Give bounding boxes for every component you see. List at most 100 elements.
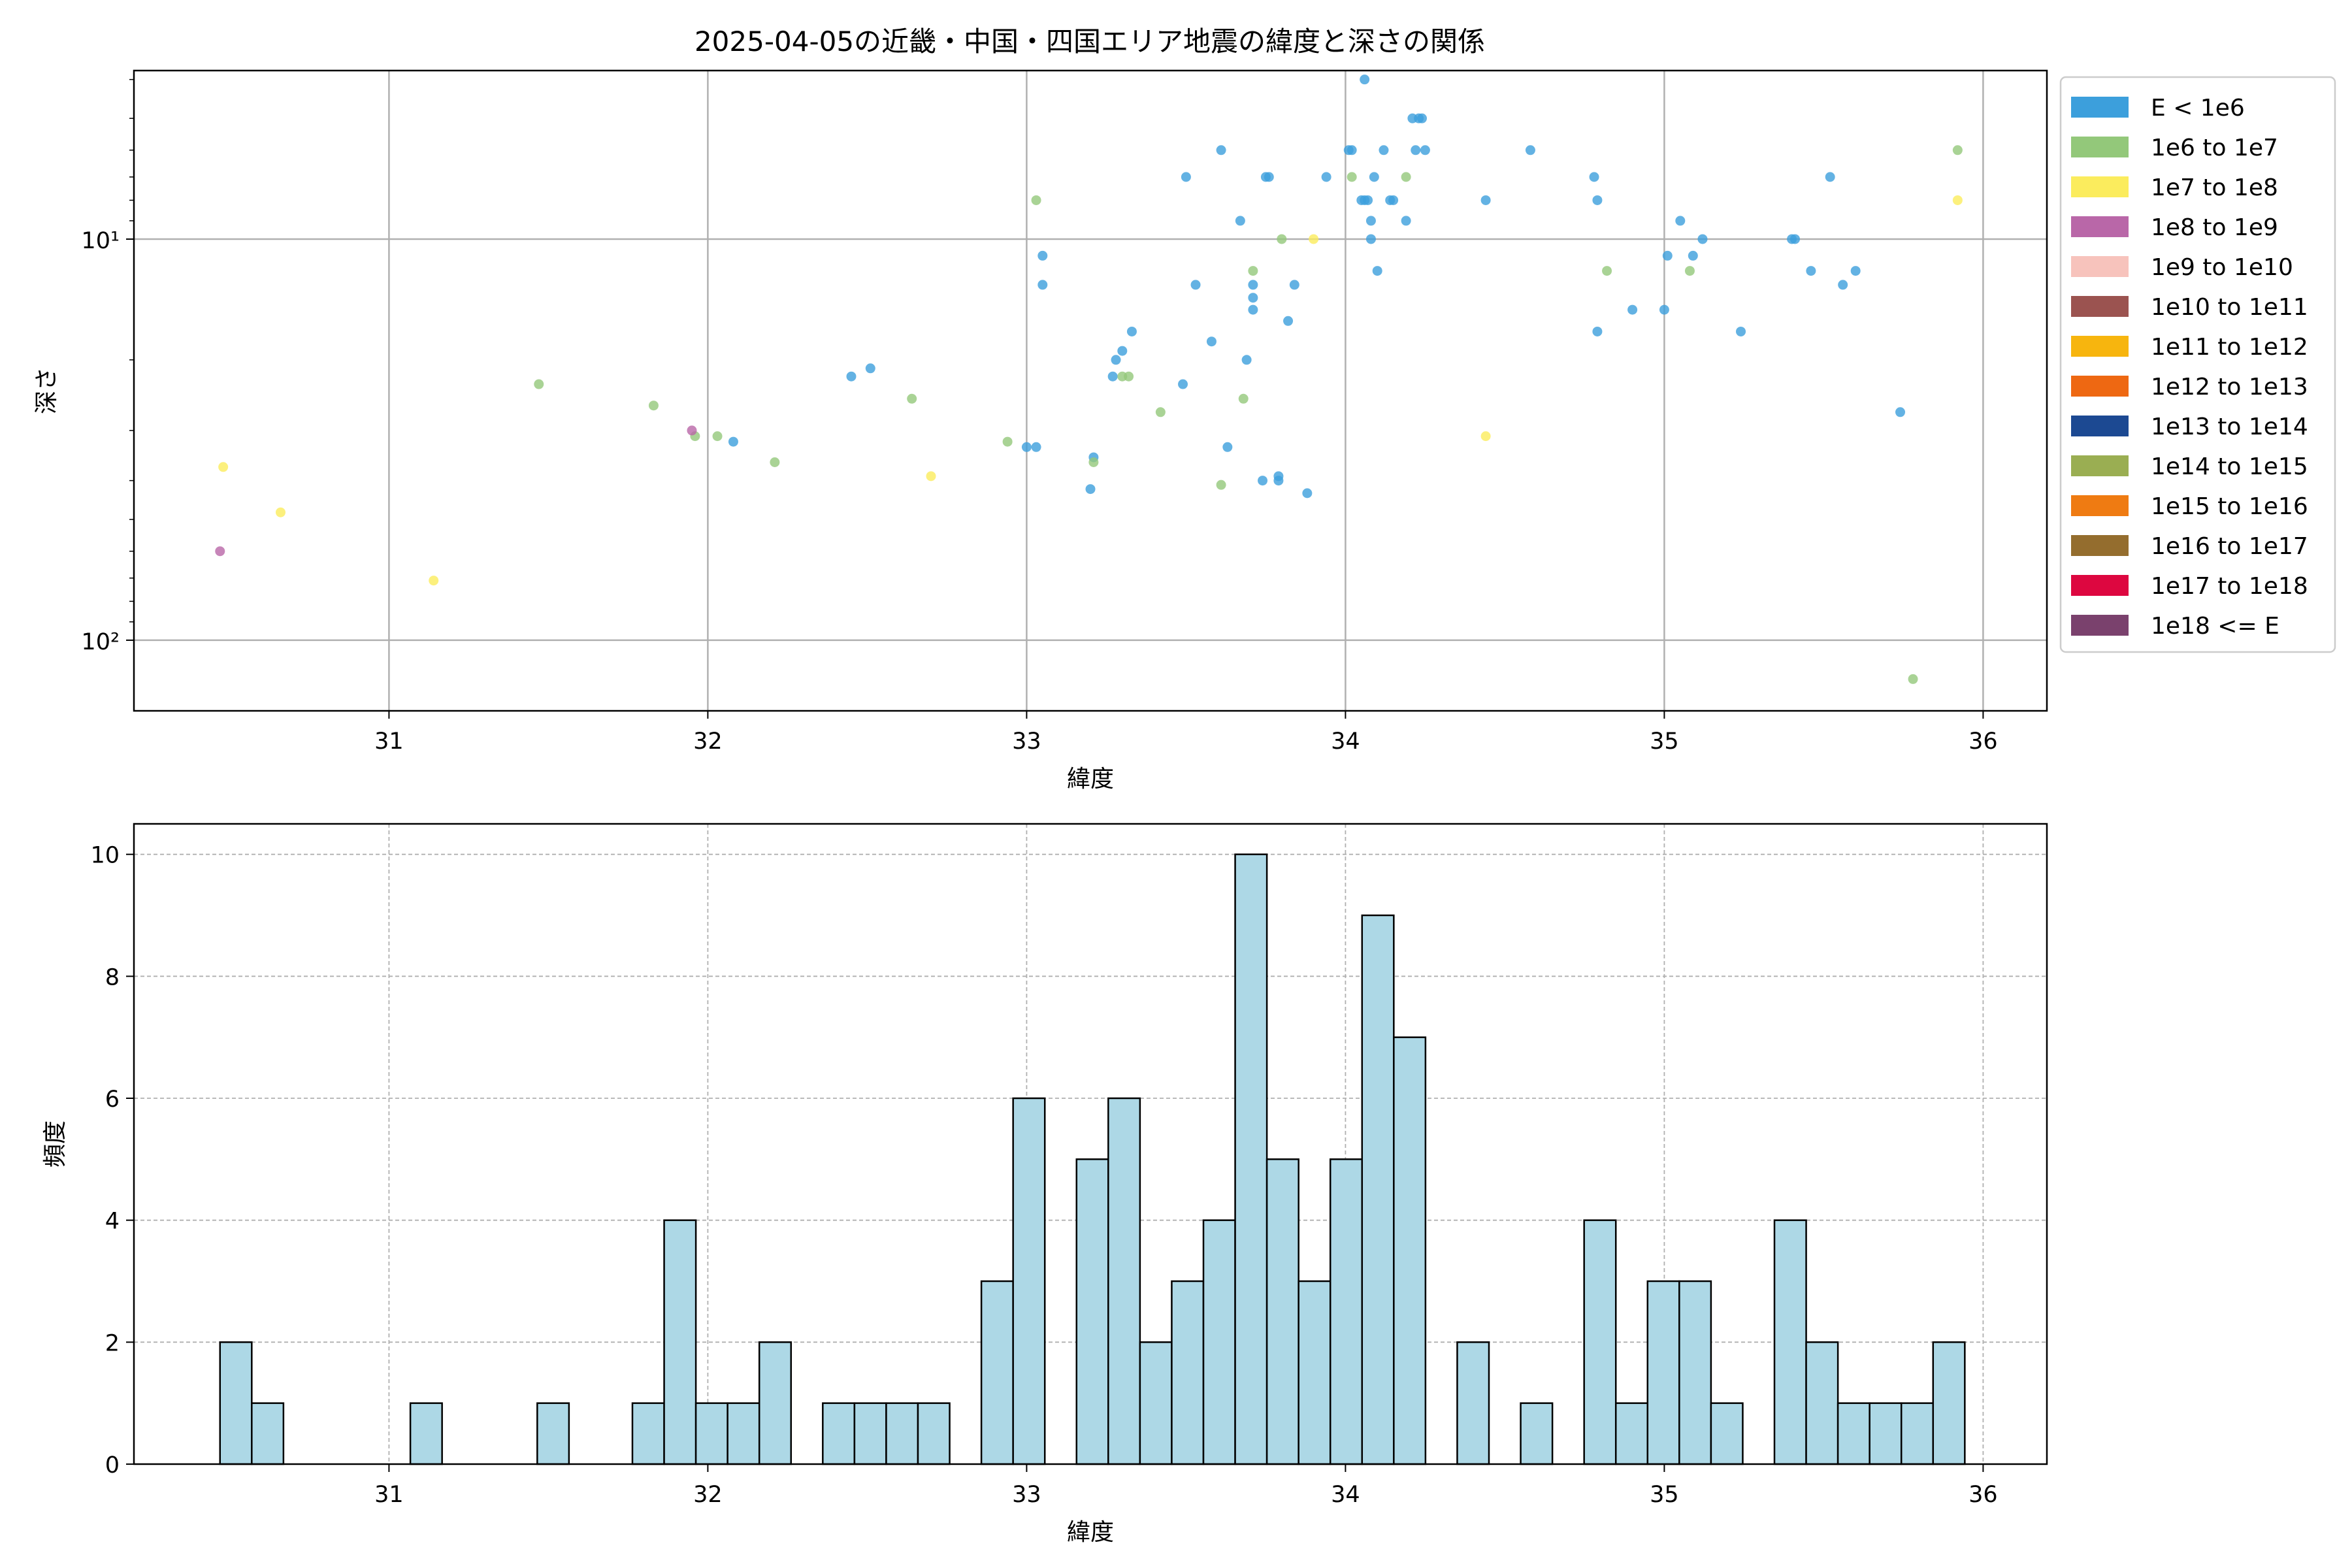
legend-swatch (2071, 455, 2129, 476)
legend-swatch (2071, 296, 2129, 317)
scatter-y-tick-label: 10¹ (81, 228, 120, 254)
scatter-point (1222, 442, 1233, 452)
histogram-bar (1678, 1280, 1712, 1465)
scatter-x-tick-label: 35 (1650, 728, 1679, 755)
scatter-point (1480, 431, 1491, 442)
scatter-point (846, 371, 857, 382)
histogram-y-axis-label: 頻度 (42, 1120, 69, 1168)
legend-swatch (2071, 97, 2129, 118)
scatter-point (1248, 304, 1258, 315)
histogram-bar (1773, 1219, 1807, 1465)
legend: E < 1e6 1e6 to 1e7 1e7 to 1e8 1e8 to 1e9 1e9… (2059, 76, 2336, 653)
histogram-bar (1361, 914, 1395, 1465)
legend-swatch (2071, 256, 2129, 277)
histogram-bar (885, 1402, 919, 1465)
legend-frame (2059, 76, 2336, 653)
scatter-point (1258, 476, 1268, 486)
scatter-point (1273, 476, 1284, 486)
scatter-point (1216, 145, 1226, 155)
scatter-point (1411, 145, 1421, 155)
scatter-point (215, 546, 225, 557)
scatter-axes-frame (133, 69, 2048, 712)
scatter-gridlines (134, 71, 2047, 711)
histogram-y-tick-label: 4 (105, 1209, 120, 1235)
scatter-point (429, 576, 439, 586)
scatter-point (1178, 379, 1188, 389)
scatter-point (1952, 195, 1963, 205)
scatter-point (1248, 280, 1258, 290)
histogram-bar (853, 1402, 887, 1465)
legend-swatch (2071, 336, 2129, 357)
histogram-x-tick-label: 31 (374, 1482, 404, 1508)
histogram-y-tick-label: 10 (90, 843, 120, 869)
scatter-point (1206, 336, 1217, 347)
histogram-bar (1139, 1341, 1173, 1465)
scatter-point (907, 393, 917, 404)
histogram-bar (1456, 1341, 1490, 1465)
scatter-point (1283, 316, 1294, 326)
scatter-point (1662, 250, 1673, 261)
scatter-point (1365, 216, 1376, 226)
histogram-bar (1329, 1158, 1364, 1465)
scatter-point (1309, 234, 1319, 244)
scatter-point (218, 462, 229, 472)
legend-label: 1e9 to 1e10 (2151, 254, 2293, 281)
scatter-point (1289, 280, 1299, 290)
histogram-bar (1393, 1036, 1427, 1465)
scatter-point (1420, 145, 1430, 155)
scatter-x-tick-label: 32 (693, 728, 723, 755)
histogram-x-tick-label: 36 (1968, 1482, 1998, 1508)
legend-label: E < 1e6 (2151, 95, 2245, 122)
scatter-point (865, 363, 875, 374)
histogram-bar (1107, 1097, 1141, 1465)
scatter-point (1838, 280, 1848, 290)
scatter-point (712, 431, 723, 442)
scatter-point (1675, 216, 1686, 226)
legend-swatch (2071, 416, 2129, 436)
scatter-point (1736, 326, 1746, 336)
histogram-bar (1932, 1341, 1966, 1465)
scatter-point (1126, 326, 1137, 336)
histogram-bar (1869, 1402, 1903, 1465)
legend-label: 1e13 to 1e14 (2151, 414, 2308, 440)
scatter-point (728, 436, 738, 447)
legend-swatch (2071, 176, 2129, 197)
scatter-point (687, 425, 697, 436)
histogram-y-tick-label: 6 (105, 1086, 120, 1113)
histogram-bar (1520, 1402, 1554, 1465)
scatter-point (1895, 407, 1906, 417)
scatter-point (926, 471, 936, 482)
scatter-point (1111, 355, 1121, 365)
histogram-bar (1234, 853, 1268, 1465)
histogram-bar (1710, 1402, 1744, 1465)
scatter-point (1369, 172, 1379, 182)
scatter-point (1248, 266, 1258, 276)
scatter-y-tick-label: 10² (81, 629, 120, 655)
scatter-point (1321, 172, 1331, 182)
legend-label: 1e6 to 1e7 (2151, 135, 2278, 161)
scatter-point (1238, 393, 1249, 404)
scatter-x-tick-label: 36 (1968, 728, 1998, 755)
histogram-y-tick-label: 2 (105, 1330, 120, 1356)
legend-label: 1e10 to 1e11 (2151, 294, 2308, 321)
histogram-bar (917, 1402, 951, 1465)
scatter-x-tick-label: 34 (1331, 728, 1360, 755)
scatter-point (1789, 234, 1800, 244)
legend-label: 1e16 to 1e17 (2151, 533, 2308, 560)
scatter-point (770, 457, 780, 468)
scatter-x-axis-label: 緯度 (1067, 766, 1114, 792)
scatter-point (1480, 195, 1491, 205)
histogram-bar (758, 1341, 792, 1465)
histogram-bar (822, 1402, 856, 1465)
histogram-y-tick-label: 8 (105, 964, 120, 990)
histogram-bars (219, 853, 1966, 1465)
scatter-point (1248, 293, 1258, 303)
histogram-x-tick-label: 32 (693, 1482, 723, 1508)
legend-label: 1e7 to 1e8 (2151, 174, 2278, 201)
scatter-point (1417, 113, 1428, 123)
legend-swatch (2071, 216, 2129, 237)
scatter-point (1401, 172, 1411, 182)
scatter-point (1592, 326, 1603, 336)
scatter-point (1372, 266, 1382, 276)
